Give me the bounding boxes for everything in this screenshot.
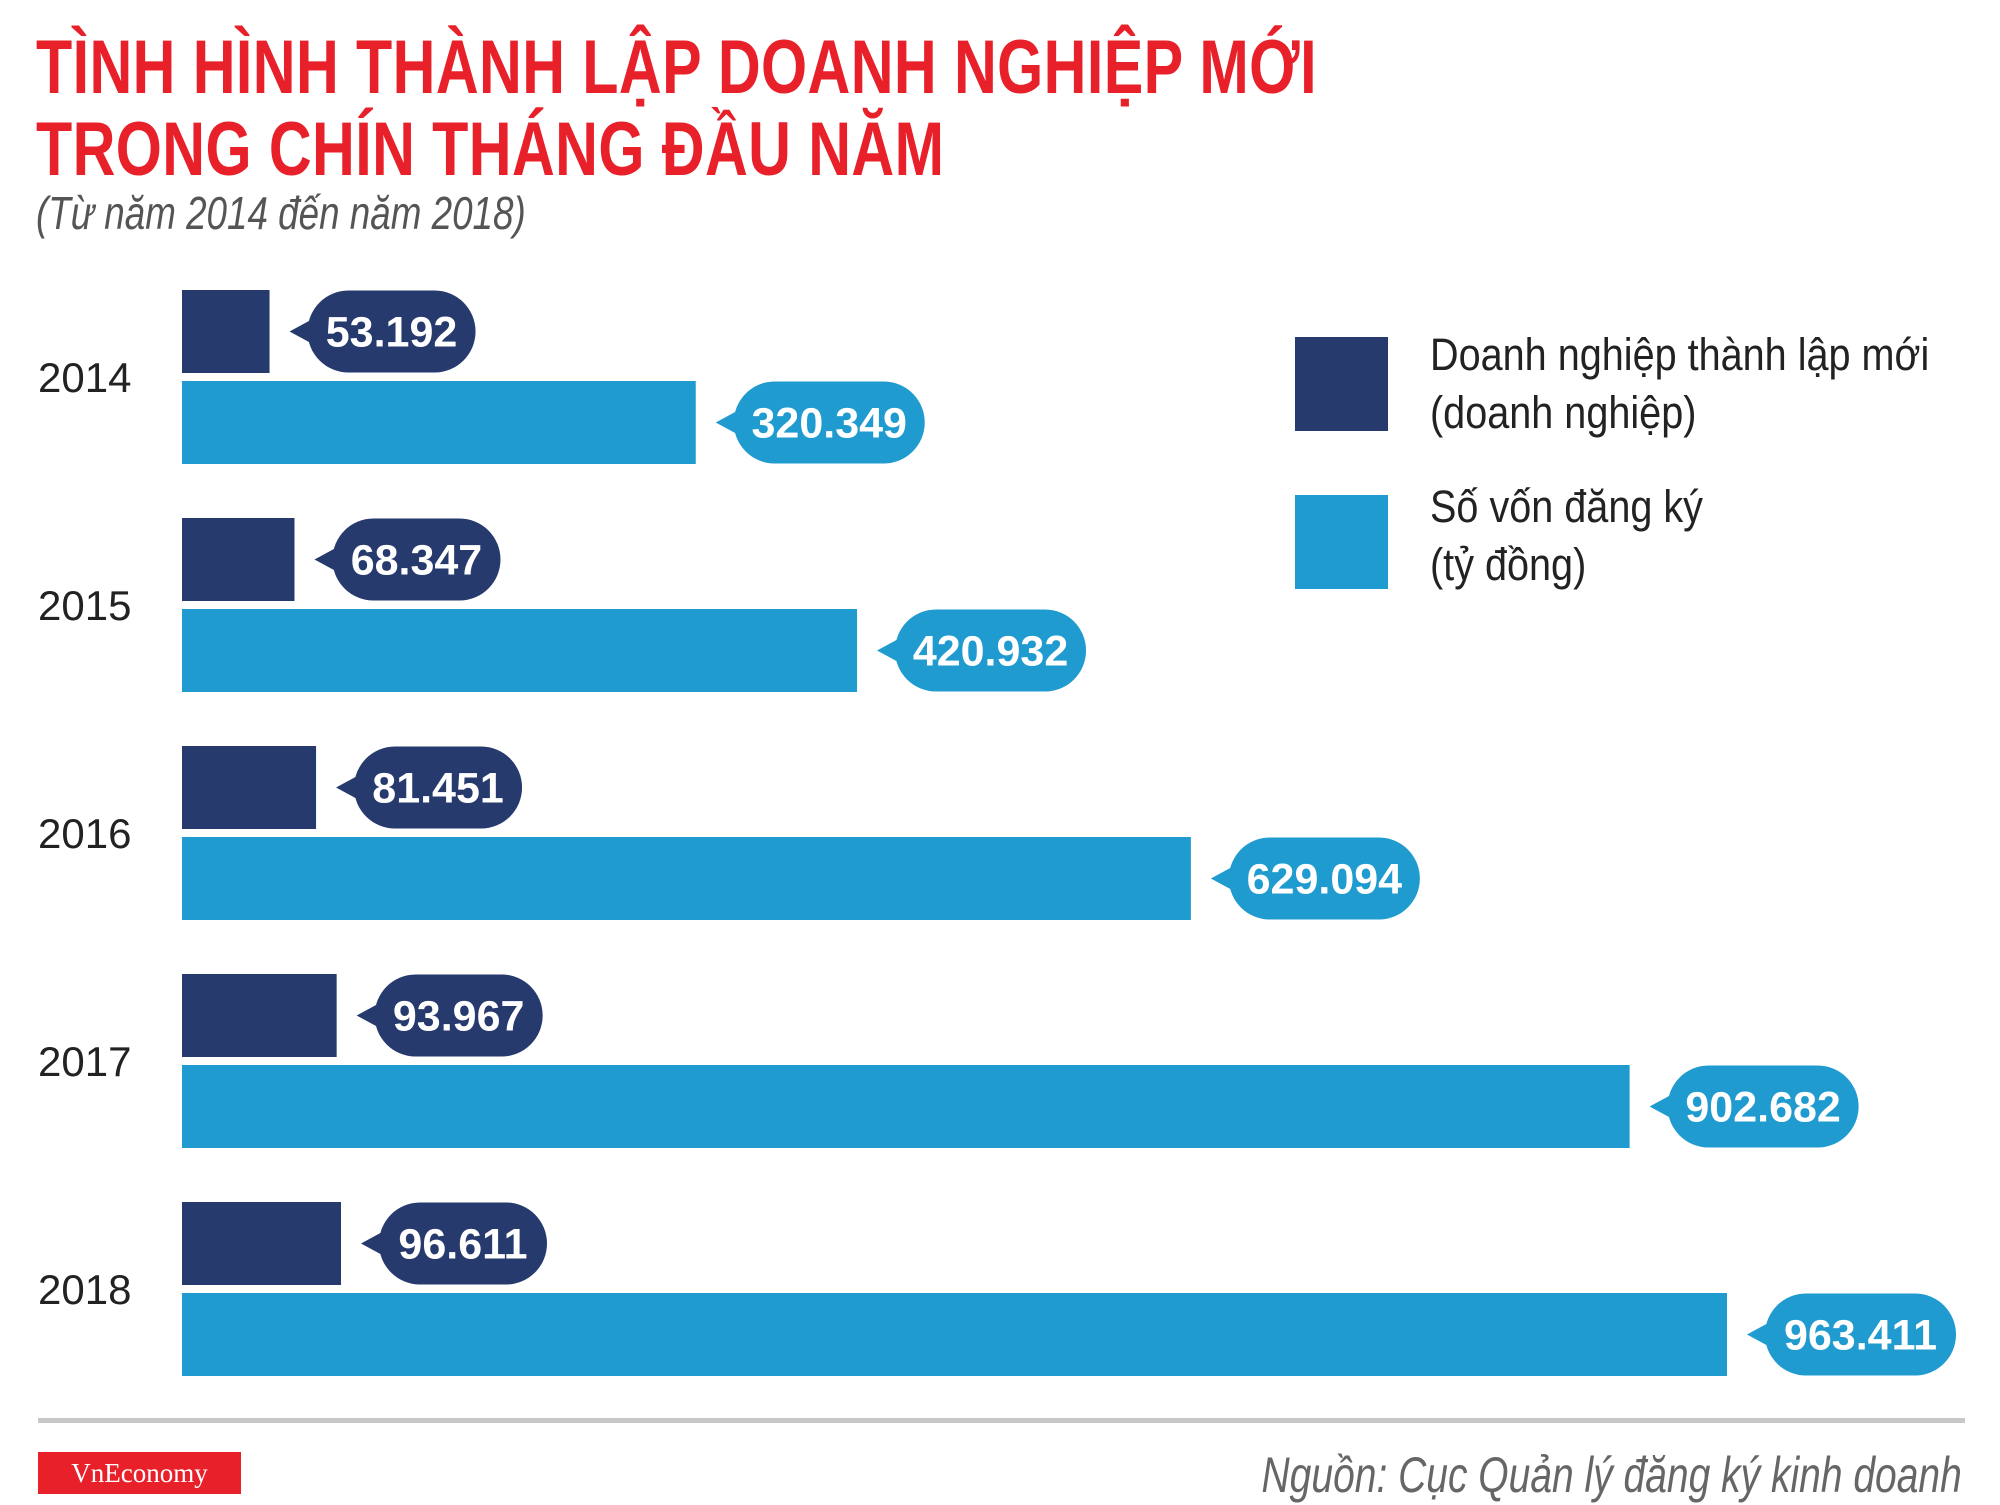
value-label: 53.192: [326, 309, 458, 357]
value-label: 68.347: [351, 537, 483, 585]
legend-line: (tỷ đồng): [1430, 539, 1587, 590]
callout-pointer: [1747, 1321, 1771, 1348]
value-callout: [354, 746, 523, 829]
legend-label-businesses: Doanh nghiệp thành lập mới (doanh nghiệp…: [1430, 326, 1929, 442]
legend-swatch-capital: [1295, 495, 1388, 589]
value-callout: [895, 609, 1087, 692]
value-callout: [1228, 837, 1420, 920]
callout-pointer: [1649, 1093, 1674, 1120]
legend-line: Doanh nghiệp thành lập mới: [1430, 329, 1930, 380]
value-callout: [1667, 1065, 1859, 1148]
value-label: 902.682: [1685, 1084, 1840, 1132]
footer-divider: [38, 1418, 1965, 1423]
value-callout: [332, 518, 501, 601]
legend-label-capital: Số vốn đăng ký (tỷ đồng): [1430, 478, 1703, 594]
businesses-bar: [182, 290, 270, 373]
legend-swatch-businesses: [1295, 337, 1388, 431]
source-note: Nguồn: Cục Quản lý đăng ký kinh doanh: [1261, 1447, 1962, 1503]
year-label: 2015: [38, 582, 131, 629]
businesses-bar: [182, 518, 295, 601]
value-label: 963.411: [1784, 1312, 1937, 1360]
value-callout: [733, 381, 925, 464]
value-label: 96.611: [398, 1221, 527, 1269]
value-label: 629.094: [1247, 856, 1403, 904]
capital-bar: [182, 1065, 1630, 1148]
legend-line: Số vốn đăng ký: [1430, 481, 1703, 532]
capital-bar: [182, 1293, 1727, 1376]
callout-pointer: [356, 1002, 381, 1029]
callout-pointer: [314, 546, 339, 573]
businesses-bar: [182, 746, 317, 829]
capital-bar: [182, 609, 858, 692]
chart-title-line2: TRONG CHÍN THÁNG ĐẦU NĂM: [36, 107, 945, 192]
year-label: 2016: [38, 810, 131, 857]
value-label: 81.451: [372, 765, 504, 813]
year-label: 2014: [38, 354, 131, 401]
businesses-bar: [182, 1202, 341, 1285]
year-label: 2017: [38, 1038, 131, 1085]
callout-pointer: [289, 318, 314, 345]
vneconomy-logo: VnEconomy: [38, 1452, 241, 1494]
callout-pointer: [877, 637, 902, 664]
value-callout: [379, 1202, 547, 1285]
value-callout: [307, 290, 476, 373]
chart-title-line1: TÌNH HÌNH THÀNH LẬP DOANH NGHIỆP MỚI: [36, 25, 1317, 110]
value-label: 420.932: [913, 628, 1068, 676]
businesses-bar: [182, 974, 337, 1057]
callout-pointer: [336, 774, 361, 801]
year-label: 2018: [38, 1266, 131, 1313]
chart-subtitle: (Từ năm 2014 đến năm 2018): [36, 187, 526, 239]
value-callout: [1765, 1293, 1956, 1376]
value-label: 320.349: [752, 400, 907, 448]
callout-pointer: [1210, 865, 1235, 892]
legend-line: (doanh nghiệp): [1430, 387, 1697, 438]
value-label: 93.967: [393, 993, 525, 1041]
callout-pointer: [361, 1230, 385, 1257]
callout-pointer: [715, 409, 740, 436]
logo-text: VnEconomy: [71, 1457, 208, 1488]
value-callout: [374, 974, 543, 1057]
capital-bar: [182, 837, 1191, 920]
capital-bar: [182, 381, 696, 464]
